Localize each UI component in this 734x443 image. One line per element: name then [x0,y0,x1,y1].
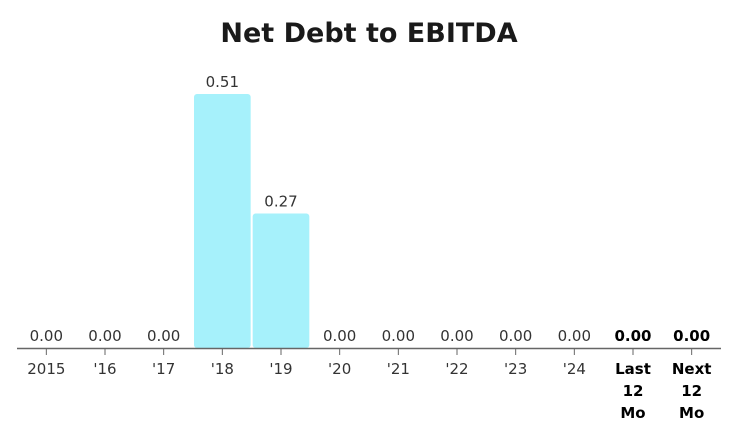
x-ticks-group [45,348,693,355]
bars-group [194,94,310,348]
x-tick-label-8: '23 [504,360,527,378]
value-label-11: 0.00 [673,327,710,345]
value-label-10: 0.00 [614,327,651,345]
x-tick-label-1: '16 [93,360,116,378]
x-tick-labels-group: 2015 '16 '17 '18 '19 '20 '21 '22 '23 '24 Last 12 Mo N… [27,360,711,422]
value-label-4: 0.27 [264,193,297,211]
x-tick-label-4: '19 [269,360,292,378]
x-tick-label-6: '21 [387,360,410,378]
value-label-2: 0.00 [147,327,180,345]
x-tick-label-2: '17 [152,360,175,378]
chart-title: Net Debt to EBITDA [220,18,517,49]
x-tick-label-7: '22 [445,360,468,378]
x-tick-label-3: '18 [211,360,234,378]
value-label-9: 0.00 [558,327,591,345]
x-tick-label-10: Last 12 Mo [615,360,651,422]
value-label-6: 0.00 [382,327,415,345]
value-labels-group: 0.00 0.00 0.00 0.51 0.27 0.00 0.00 0.00 0.00 0.00… [30,73,711,345]
x-tick-label-9: '24 [563,360,586,378]
bar-3 [194,94,251,348]
value-label-0: 0.00 [30,327,63,345]
value-label-3: 0.51 [206,73,239,91]
x-tick-label-11: Next 12 Mo [672,360,712,422]
value-label-7: 0.00 [440,327,473,345]
bar-4 [252,213,310,348]
x-tick-label-5: '20 [328,360,351,378]
value-label-8: 0.00 [499,327,532,345]
x-tick-label-0: 2015 [27,360,65,378]
value-label-5: 0.00 [323,327,356,345]
value-label-1: 0.00 [88,327,121,345]
